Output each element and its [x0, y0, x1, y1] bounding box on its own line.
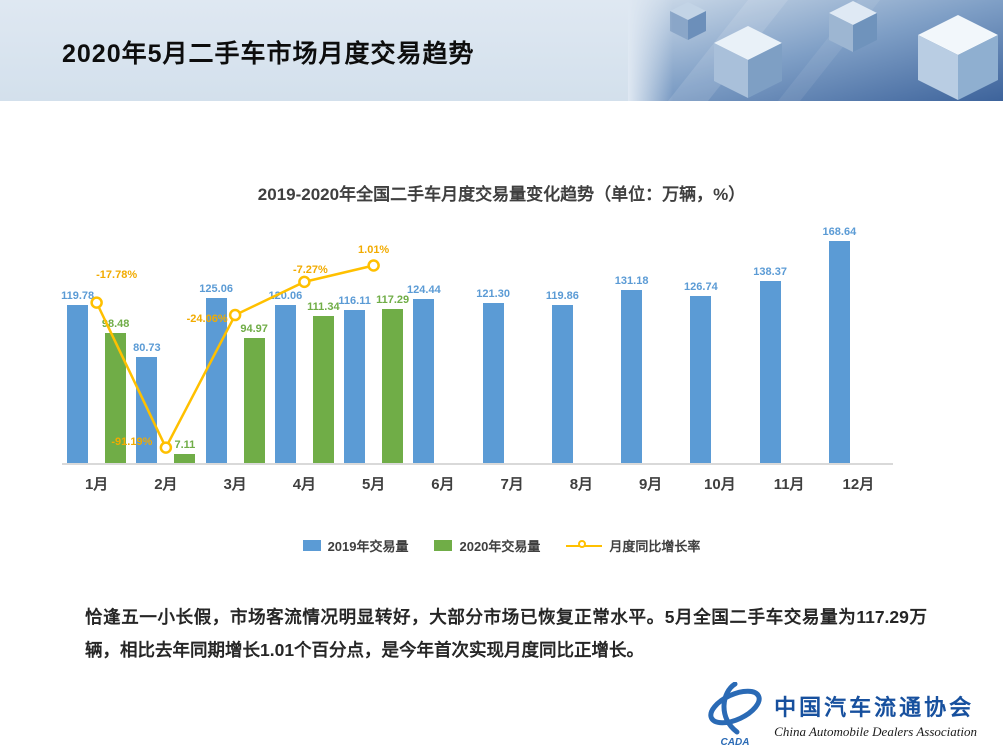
legend-item: 2019年交易量 — [302, 536, 409, 555]
legend-swatch-icon — [302, 540, 321, 551]
summary-paragraph: 恰逢五一小长假，市场客流情况明显转好，大部分市场已恢复正常水平。5月全国二手车交… — [85, 607, 927, 660]
legend-item: 2020年交易量 — [434, 536, 540, 555]
x-axis-label: 11月 — [773, 476, 805, 493]
bar-value-label: 119.86 — [545, 290, 579, 303]
bar-2019年交易量 — [482, 303, 504, 463]
x-axis-label: 5月 — [361, 476, 386, 493]
line-value-label: -24.06% — [186, 313, 228, 326]
x-axis-label: 2月 — [154, 476, 178, 493]
line-value-label: 1.01% — [358, 243, 390, 256]
bar-value-label: 116.11 — [338, 295, 371, 308]
bar-2019年交易量 — [759, 280, 781, 463]
line-marker — [90, 296, 103, 309]
line-marker — [367, 259, 380, 272]
bar-value-label: 7.11 — [174, 438, 196, 451]
bar-2020年交易量 — [174, 453, 196, 463]
chart-legend: 2019年交易量 2020年交易量 月度同比增长率 — [0, 536, 1003, 555]
bar-2020年交易量 — [382, 308, 404, 463]
bar-value-label: 131.18 — [614, 275, 649, 288]
x-axis-label: 9月 — [638, 476, 663, 493]
bar-2019年交易量 — [274, 304, 296, 463]
org-name-en: China Automobile Dealers Association — [774, 724, 977, 739]
bar-2020年交易量 — [105, 333, 127, 463]
line-marker — [298, 275, 311, 289]
bar-2020年交易量 — [312, 316, 334, 463]
bar-value-label: 125.06 — [199, 283, 233, 296]
bar-2019年交易量 — [621, 290, 643, 463]
line-value-label: -91.19% — [111, 435, 153, 448]
x-axis: 1月 2月 3月 4月 5月 6月 7月 8月 9月 10月 11月 12月 — [62, 473, 893, 494]
x-axis-label: 12月 — [842, 476, 875, 493]
chart-plot-area: 119.78 80.73 125.06 120.06 116.11 124.44 121.3… — [61, 225, 893, 465]
line-value-label: -17.78% — [96, 268, 138, 281]
legend-label: 2019年交易量 — [327, 539, 409, 554]
bar-value-label: 121.30 — [476, 288, 510, 301]
bar-value-label: 111.34 — [307, 301, 340, 314]
bar-2020年交易量 — [243, 337, 265, 463]
growth-line — [95, 264, 374, 451]
bar-value-label: 119.78 — [61, 290, 95, 303]
org-name-block: 中国汽车流通协会 China Automobile Dealers Associ… — [774, 690, 977, 740]
org-name-cn: 中国汽车流通协会 — [774, 695, 975, 720]
x-axis-label: 4月 — [292, 476, 317, 493]
header-cubes-image — [628, 0, 1003, 101]
line-marker — [228, 308, 242, 322]
x-axis-label: 8月 — [569, 476, 594, 493]
cubes-illustration — [628, 0, 1003, 101]
header-banner: 2020年5月二手车市场月度交易趋势 — [0, 0, 1003, 101]
cada-logo-icon: CADA — [708, 682, 762, 748]
legend-swatch-icon — [434, 540, 453, 551]
bar-value-label: 117.29 — [376, 293, 410, 306]
bar-2019年交易量 — [828, 240, 850, 463]
bar-2019年交易量 — [551, 305, 573, 463]
bar-value-label: 124.44 — [407, 284, 441, 297]
bar-value-label: 138.37 — [753, 265, 787, 278]
footer-logo: CADA 中国汽车流通协会 China Automobile Dealers A… — [706, 682, 977, 748]
x-axis-label: 10月 — [704, 476, 736, 493]
chart-title: 2019-2020年全国二手车月度交易量变化趋势（单位：万辆，%） — [257, 185, 746, 204]
cada-logo-text: CADA — [721, 737, 750, 748]
x-axis-label: 6月 — [431, 476, 455, 493]
bar-value-label: 120.06 — [268, 289, 303, 302]
bar-value-label: 126.74 — [684, 281, 718, 294]
legend-item: 月度同比增长率 — [566, 536, 700, 555]
bar-2019年交易量 — [67, 305, 89, 463]
bar-value-label: 80.73 — [133, 341, 161, 354]
line-value-label: -7.27% — [292, 263, 328, 276]
bar-value-label: 168.64 — [822, 225, 857, 238]
x-axis-label: 3月 — [223, 476, 247, 493]
line-marker — [159, 441, 173, 454]
growth-line-layer — [90, 259, 380, 454]
bar-value-label: 94.97 — [240, 322, 268, 335]
x-axis-label: 7月 — [500, 476, 524, 493]
legend-label: 2020年交易量 — [459, 539, 541, 554]
legend-label: 月度同比增长率 — [609, 539, 701, 554]
legend-line-icon — [566, 539, 603, 552]
page-title: 2020年5月二手车市场月度交易趋势 — [62, 40, 475, 68]
bar-2019年交易量 — [344, 310, 366, 463]
bar-2019年交易量 — [690, 296, 712, 463]
x-axis-label: 1月 — [84, 476, 109, 493]
bar-2019年交易量 — [413, 299, 435, 463]
